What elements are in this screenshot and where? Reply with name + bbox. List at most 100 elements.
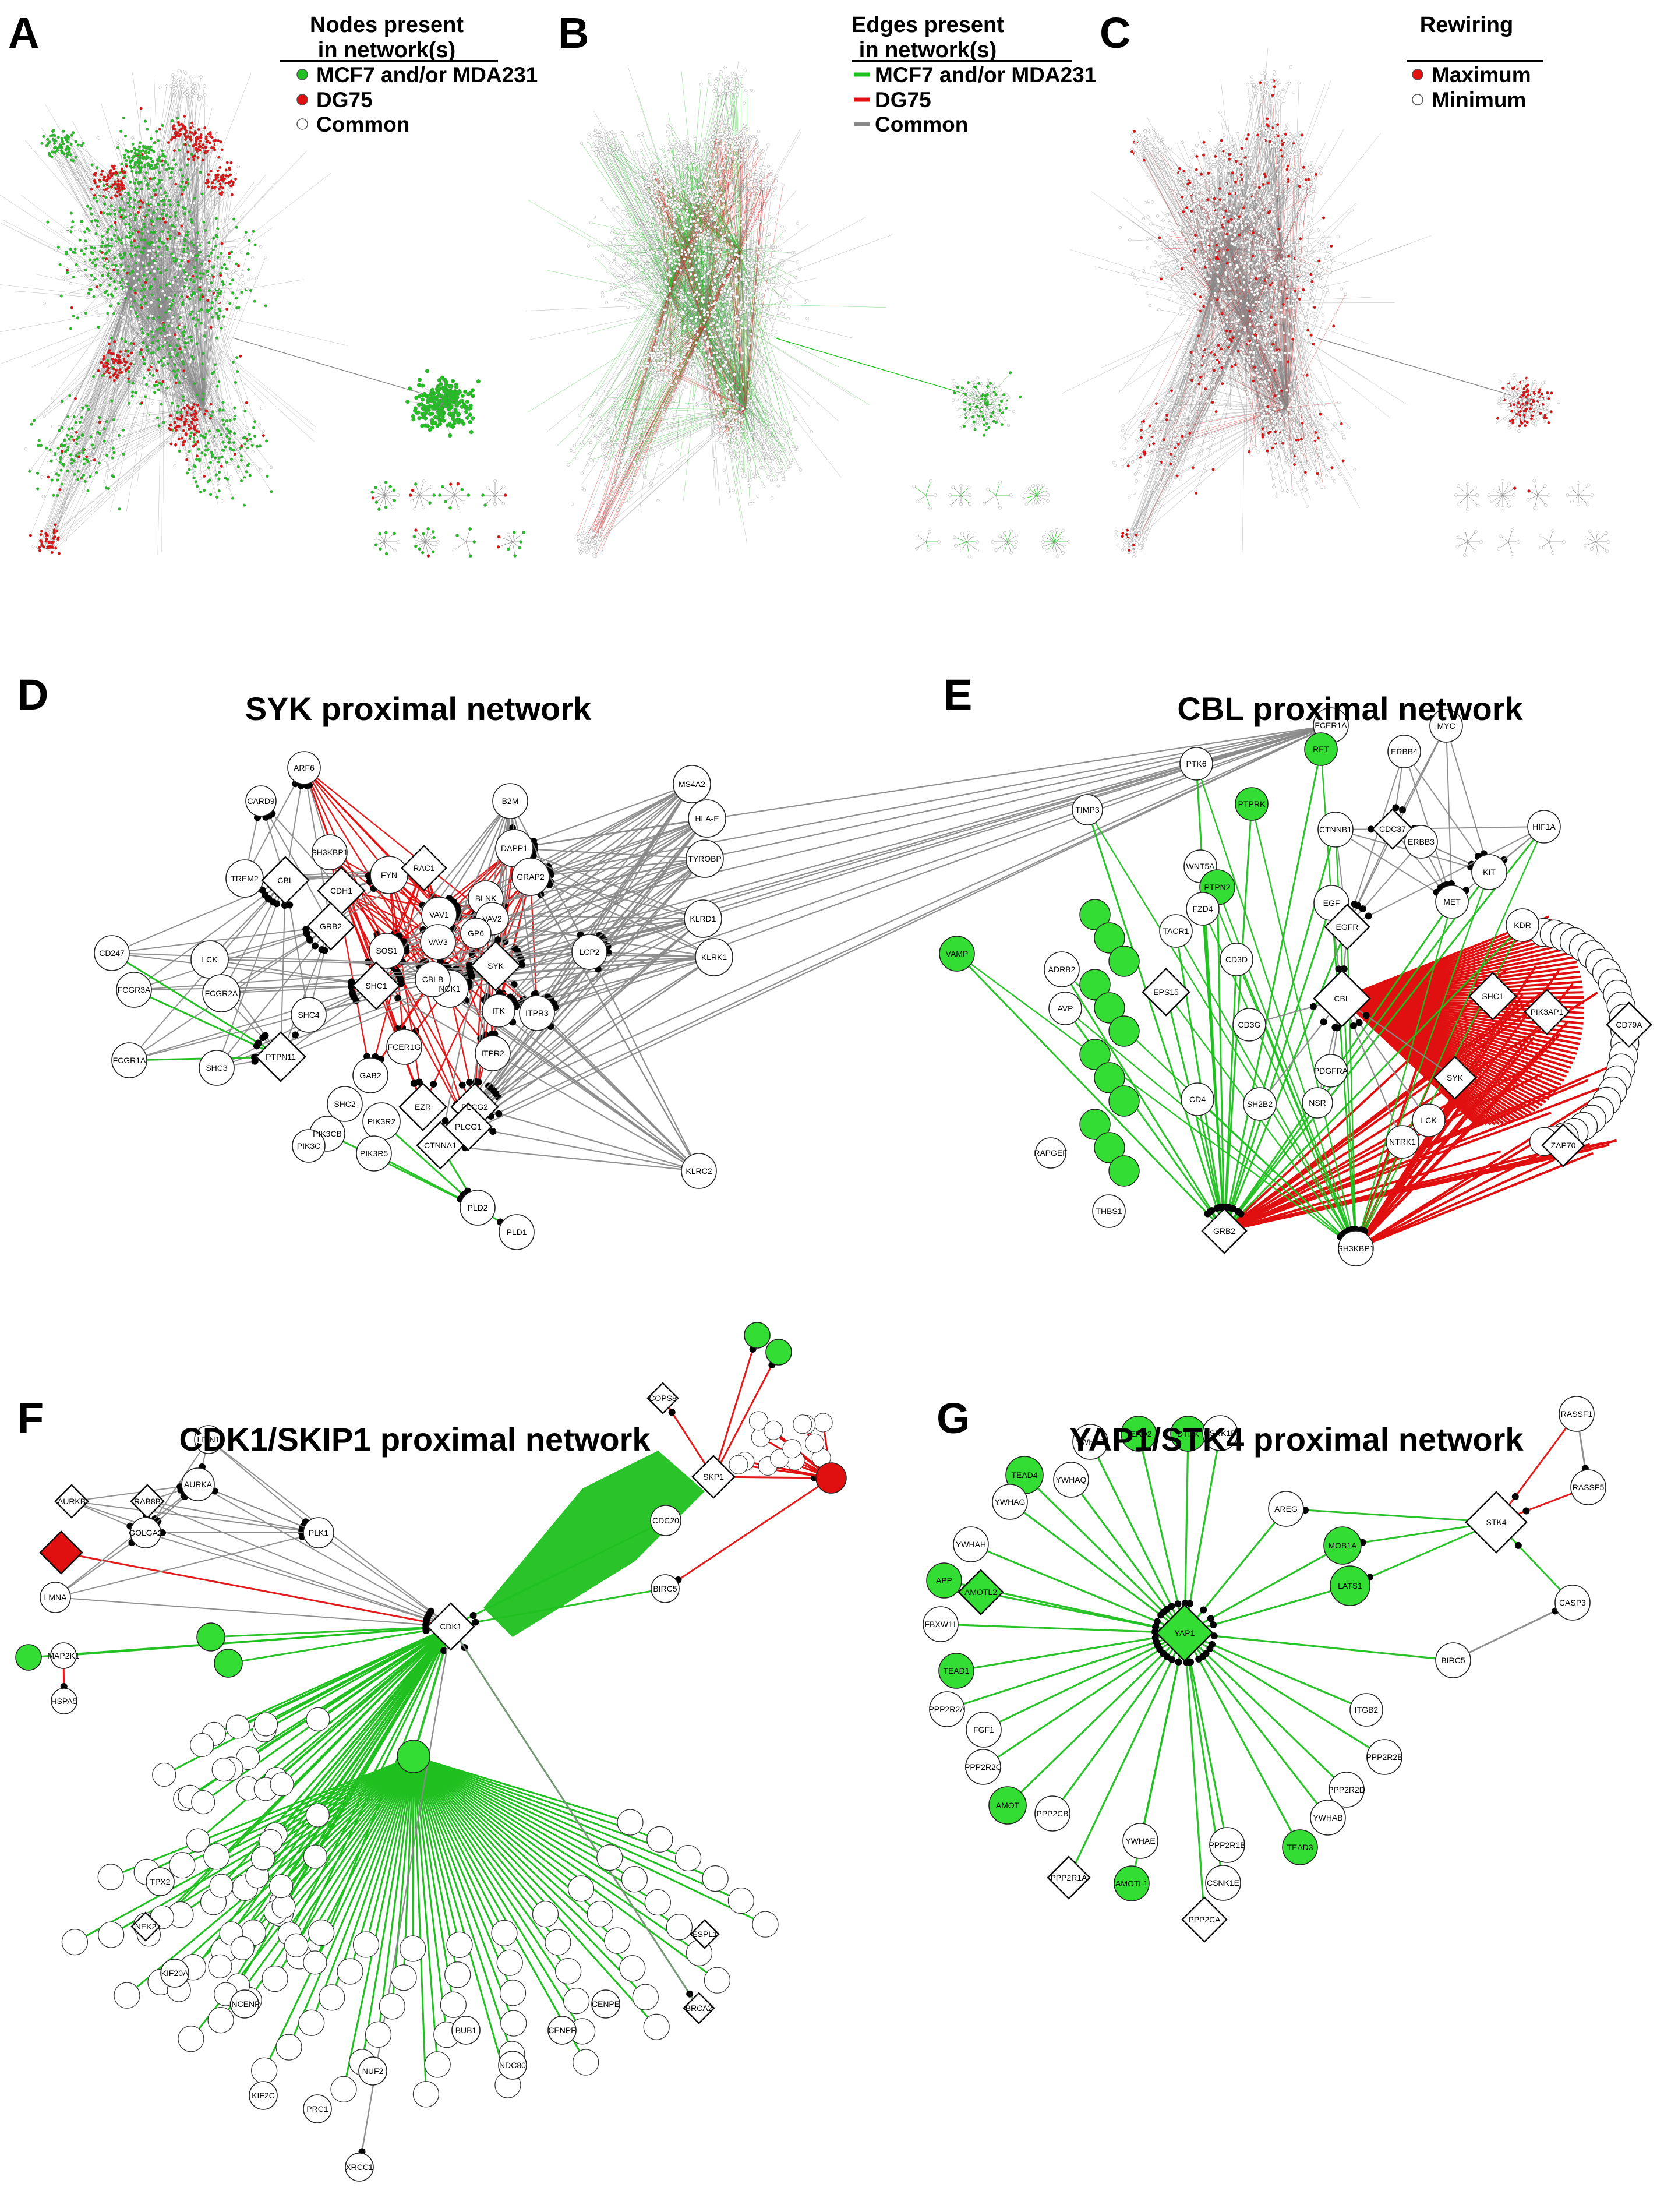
edge-d-gray-end — [495, 1110, 503, 1117]
label-g-ppp2r2c: PPP2R2C — [964, 1762, 1002, 1772]
edge-f-green-fan — [412, 1756, 427, 2094]
overview-nodes-b — [567, 66, 1071, 559]
edge-f-green-fan — [413, 1755, 716, 1880]
edge-e-gray2-end — [1320, 1018, 1327, 1026]
label-g-ywhag: YWHAG — [995, 1497, 1026, 1507]
node-d-syk — [470, 940, 521, 992]
edge-e-red2 — [1224, 1112, 1552, 1232]
label-g-ywhah: YWHAH — [956, 1540, 986, 1549]
label-g-amotl2: AMOTL2 — [964, 1587, 997, 1597]
edge-f-gray — [145, 1532, 451, 1627]
edge-f-green-fan — [412, 1756, 577, 2002]
edge-f-green-fan — [413, 1755, 700, 1954]
label-d-dapp1: DAPP1 — [501, 844, 528, 853]
label-g-ywhaz: YWHAZ — [1076, 1437, 1105, 1447]
label-d-shc3: SHC3 — [206, 1063, 228, 1073]
label-d-pld2: PLD2 — [467, 1203, 487, 1212]
node-f-left — [191, 1790, 215, 1815]
edge-g-green — [1183, 1508, 1287, 1634]
node-e-left-green — [1094, 922, 1125, 954]
edge-e-green2 — [1355, 872, 1490, 1249]
node-d-klrd1 — [684, 899, 722, 938]
node-f-fan — [400, 1935, 426, 1962]
node-d-itk — [482, 994, 515, 1028]
edge-d-gray — [474, 724, 1331, 1108]
panel-d-title: SYK proximal network — [245, 690, 592, 727]
node-f-left — [305, 1803, 330, 1828]
node-g-ppp2r2a — [929, 1691, 965, 1727]
node-e-kit — [1471, 854, 1507, 890]
edge-e-green — [956, 952, 1225, 1232]
label-f-map2k1: MAP2K1 — [47, 1651, 79, 1660]
edge-d-gray2 — [133, 926, 331, 990]
label-d-nck1: NCK1 — [439, 984, 461, 993]
node-d-itpr2 — [475, 1035, 511, 1071]
node-d-pik3r5 — [356, 1135, 392, 1172]
edge-e-gray — [1335, 829, 1453, 902]
node-d-cd247 — [94, 935, 130, 971]
label-g-lats1: LATS1 — [1338, 1581, 1362, 1590]
label-e-adrb2: ADRB2 — [1048, 965, 1076, 974]
edge-g-green-end — [1195, 1655, 1203, 1663]
edge-f-green-left — [262, 1626, 452, 1859]
edge-g-green — [1183, 1632, 1348, 1791]
label-e-pik3ap1: PIK3AP1 — [1531, 1007, 1564, 1017]
edge-e-green-end — [1207, 1208, 1214, 1215]
label-g-ppp2r2b: PPP2R2B — [1366, 1752, 1402, 1762]
edge-e-gray2-end — [1331, 1024, 1339, 1031]
edge-d-gray — [530, 876, 704, 920]
label-f-nuf2: NUF2 — [362, 2066, 384, 2076]
label-d-trem2: TREM2 — [231, 874, 259, 883]
edge-f-green-fan — [412, 1755, 618, 1942]
edge-f-green-fan — [413, 1755, 610, 1858]
node-f-fan — [646, 1826, 673, 1853]
node-f-fan — [114, 1982, 140, 2009]
edge-g-red1-end — [1511, 1493, 1519, 1500]
edge-d-gray — [514, 848, 699, 1172]
node-g-ywhaq — [1053, 1462, 1089, 1498]
node-d-pld1 — [499, 1214, 535, 1250]
edge-d-gray — [514, 847, 705, 860]
node-d-itpr3 — [519, 995, 555, 1031]
node-g-ppp2r1b — [1209, 1827, 1245, 1863]
edge-f-green-fan — [412, 1755, 658, 2028]
node-d-gab2 — [352, 1057, 388, 1093]
edge-e-green2 — [1199, 866, 1357, 1249]
node-d-shc4 — [291, 997, 327, 1033]
label-g-fgf1: FGF1 — [973, 1725, 994, 1734]
network-edges — [28, 724, 1617, 2168]
node-f-fan — [424, 2051, 451, 2078]
edge-d-gray — [498, 1010, 699, 1172]
edge-d-gray — [589, 784, 693, 952]
edge-d-gray — [530, 817, 708, 878]
edge-g-green-end — [1210, 1621, 1217, 1629]
legend-c: Rewiring Maximum Minimum — [1407, 13, 1543, 112]
edge-e-green — [1061, 969, 1225, 1232]
edge-f-gray-end — [426, 1608, 434, 1616]
label-e-ptpn2: PTPN2 — [1204, 883, 1230, 892]
edge-g-green — [1089, 1441, 1186, 1634]
edge-g-red1 — [1495, 1413, 1578, 1523]
edge-f-green-left — [223, 1625, 451, 1770]
node-g-casp3 — [1554, 1585, 1591, 1621]
edge-g-green — [1009, 1501, 1185, 1634]
edge-g-green — [983, 1632, 1185, 1768]
node-e-cd3g — [1232, 1008, 1266, 1042]
node-g-amotl1 — [1114, 1865, 1150, 1901]
label-f-cops8: COPS8 — [649, 1393, 677, 1403]
edge-f-green-left — [280, 1626, 452, 1887]
edge-f-gray — [55, 1484, 199, 1598]
node-f-fan — [203, 1843, 230, 1870]
label-f-hspa5: HSPA5 — [51, 1696, 77, 1706]
edge-d-gray-end — [394, 994, 402, 1002]
edge-d-gray — [536, 956, 715, 1014]
edge-f-green-fan — [146, 1755, 414, 1873]
edge-d-red — [388, 874, 538, 1014]
edge-e-red2 — [1355, 1142, 1591, 1250]
edge-d-gray — [386, 800, 511, 951]
node-g-ppp2r2d — [1329, 1772, 1365, 1808]
node-f-g5 — [765, 1339, 792, 1366]
node-d-sh3kbp1 — [312, 834, 348, 870]
node-e-fzd4 — [1186, 892, 1220, 926]
node-f-left — [186, 1828, 210, 1853]
